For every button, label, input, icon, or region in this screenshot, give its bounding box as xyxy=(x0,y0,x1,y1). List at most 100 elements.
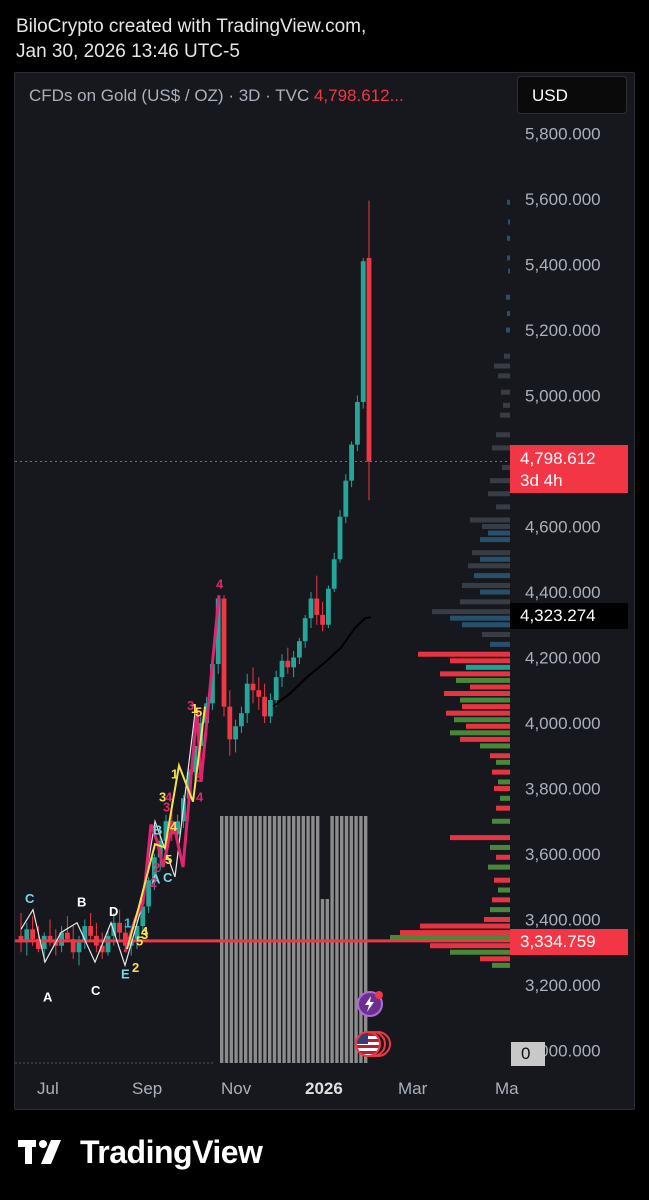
wave-label: C xyxy=(91,983,101,998)
y-tick-label: 4,600.000 xyxy=(525,518,601,537)
volume-profile-row xyxy=(480,956,510,962)
y-tick-label: 4,400.000 xyxy=(525,583,601,602)
volume-profile-row xyxy=(460,599,510,605)
wave-label: C xyxy=(25,891,35,906)
wave-label: 1 xyxy=(191,701,198,716)
volume-profile-row xyxy=(507,199,510,205)
wave-label: 3 xyxy=(163,799,170,814)
candle xyxy=(239,713,244,727)
notification-dot-icon xyxy=(375,991,383,999)
volume-profile-row xyxy=(496,759,510,765)
candle xyxy=(302,618,308,642)
x-tick-label: Jul xyxy=(37,1079,59,1098)
volume-profile-row xyxy=(492,897,510,903)
candle xyxy=(82,926,88,943)
volume-profile-row xyxy=(494,786,510,791)
volume-profile-row xyxy=(507,255,510,261)
candle xyxy=(24,929,30,943)
brand-name: TradingView xyxy=(80,1134,263,1170)
wave-label: B xyxy=(153,822,162,837)
volume-profile-row xyxy=(490,844,510,850)
candle xyxy=(65,932,70,940)
volume-profile-row xyxy=(500,412,510,418)
symbol-legend[interactable]: CFDs on Gold (US$ / OZ) · 3D · TVC 4,798… xyxy=(29,86,404,106)
wave-label: 3 xyxy=(159,790,166,805)
us-flag-event-icon[interactable] xyxy=(355,1031,391,1059)
y-tick-label: 3,800.000 xyxy=(525,780,601,799)
volume-profile-row xyxy=(390,935,510,941)
volume-profile-row xyxy=(496,432,510,438)
wave-label: B xyxy=(77,894,86,909)
wave-label: E xyxy=(121,966,130,981)
volume-profile-row xyxy=(498,887,510,893)
currency-button[interactable]: USD xyxy=(517,76,627,114)
candle xyxy=(123,932,128,946)
bar-countdown: 3d 4h xyxy=(520,471,563,490)
candle xyxy=(215,598,221,665)
wave-label: D xyxy=(109,904,118,919)
volume-profile-row xyxy=(508,219,510,225)
volume-profile-row xyxy=(480,743,510,749)
volume-profile-row xyxy=(460,736,510,742)
tradingview-logo-icon xyxy=(18,1139,61,1164)
volume-profile-row xyxy=(498,373,510,379)
volume-profile-row xyxy=(507,311,510,317)
volume-profile-row xyxy=(430,943,510,949)
candle xyxy=(331,559,337,589)
wave-path-magenta xyxy=(123,595,221,953)
candle xyxy=(279,660,285,678)
y-tick-label: 5,600.000 xyxy=(525,190,601,209)
candle xyxy=(134,926,140,940)
volume-profile-row xyxy=(492,769,510,775)
volume-profile-row xyxy=(470,517,510,523)
wave-label: 1 xyxy=(124,916,131,931)
candle xyxy=(18,935,24,943)
candle xyxy=(326,588,331,625)
x-tick-label: 2026 xyxy=(305,1079,343,1098)
y-tick-label: 5,200.000 xyxy=(525,321,601,340)
volume-profile-row xyxy=(508,268,510,274)
price-axis: 5,800.000 5,600.000 5,400.000 5,200.000 5,00… xyxy=(525,125,601,1061)
wave-label: 5 xyxy=(195,704,202,719)
poc-price-value: 3,334.759 xyxy=(520,932,596,951)
candle xyxy=(256,690,262,697)
author-line: BiloCrypto created with TradingView.com, xyxy=(16,16,367,37)
y-tick-label: 4,200.000 xyxy=(525,649,601,668)
volume-profile-row xyxy=(500,795,510,801)
wave-label: 4 xyxy=(141,924,149,939)
wave-label: 2 xyxy=(150,875,157,890)
volume-profile-row xyxy=(503,402,510,408)
wave-label: 2 xyxy=(132,960,139,975)
volume-profile-row xyxy=(462,582,510,588)
volume-profile-row xyxy=(450,949,510,955)
post-header: BiloCrypto created with TradingView.com,… xyxy=(16,14,366,64)
volume-profile-row xyxy=(502,465,510,471)
indicator-lines xyxy=(15,460,510,968)
wave-label: 5 xyxy=(136,934,143,949)
y-tick-label: 3,600.000 xyxy=(525,845,601,864)
volume-profile-row xyxy=(474,573,510,579)
volume-profile-row xyxy=(501,389,510,395)
candle xyxy=(59,932,64,946)
candle xyxy=(291,657,296,668)
candle xyxy=(273,677,279,701)
wave-label: 4 xyxy=(216,577,224,592)
volume-profile-row xyxy=(490,907,510,913)
volume-profile-row xyxy=(490,753,510,759)
candle xyxy=(111,922,117,936)
wave-label: A xyxy=(151,871,161,886)
bolt-event-icon[interactable] xyxy=(357,991,383,1017)
y-tick-label: 5,800.000 xyxy=(525,125,601,144)
wave-label: 1 xyxy=(171,767,178,782)
wave-label: 4 xyxy=(165,790,173,805)
volume-profile-row xyxy=(504,353,510,359)
volume-profile-row xyxy=(490,478,510,484)
wave-label: 4 xyxy=(196,790,204,805)
candle xyxy=(349,444,354,481)
volume-profile-row xyxy=(480,589,510,595)
candle xyxy=(70,939,76,953)
volume-profile-row xyxy=(480,537,510,543)
